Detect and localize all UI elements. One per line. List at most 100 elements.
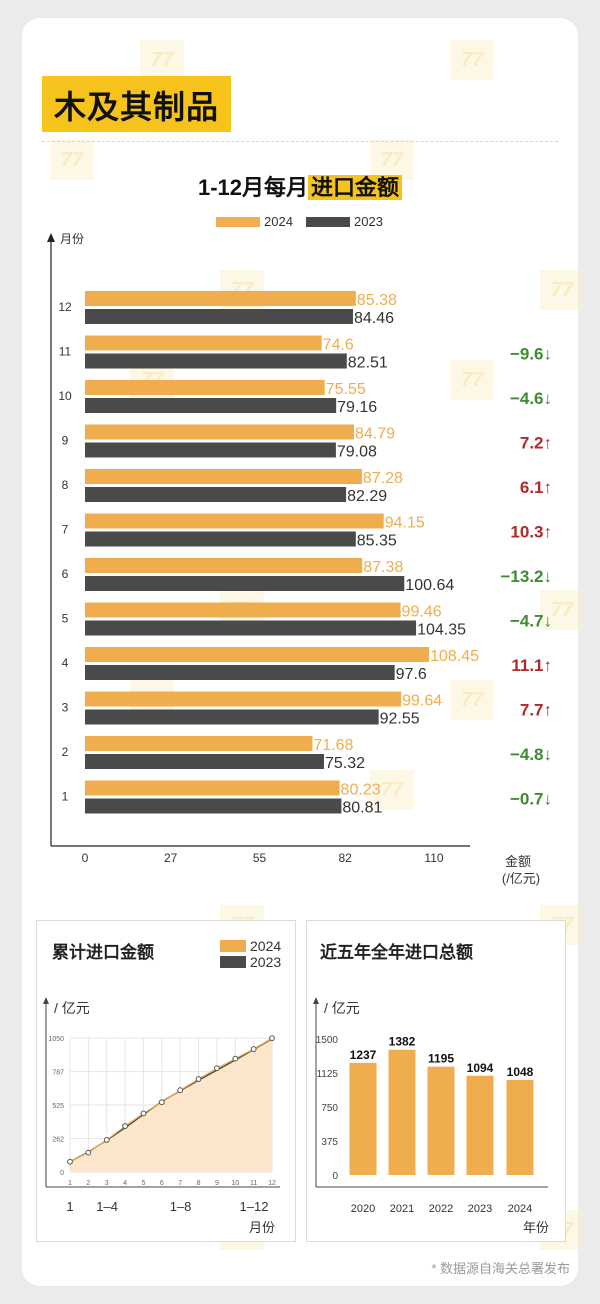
bar-value-label-2023: 92.55 [380, 711, 420, 728]
cum-point [103, 1136, 110, 1143]
bar-value-label-2024: 94.15 [385, 515, 425, 532]
cum-point [67, 1158, 73, 1165]
bar-2024 [85, 469, 362, 484]
page-title: 木及其制品 [54, 89, 220, 125]
bar-2023 [85, 353, 347, 369]
yoy-change-label: −9.6↓ [510, 345, 552, 364]
watermark-logo: 77 [140, 40, 184, 80]
x-tick-label: 0 [82, 851, 89, 865]
bar-value-label-2024: 85.38 [357, 292, 397, 309]
bar-value-label-2023: 85.35 [357, 533, 397, 550]
cum-y-tick-label: 787 [52, 1070, 64, 1077]
ann-unit: / 亿元 [324, 1000, 360, 1016]
y-tick-label: 11 [59, 345, 72, 359]
legend-label-2024: 2024 [264, 214, 293, 229]
x-tick-label: 82 [338, 851, 352, 865]
ann-bar [466, 1075, 494, 1175]
y-tick-label: 6 [62, 567, 69, 581]
bar-value-label-2024: 99.64 [402, 693, 442, 710]
bar-2023 [85, 709, 379, 725]
cum-legend-label-2024: 2024 [250, 938, 282, 954]
yoy-change-label: −13.2↓ [500, 567, 552, 586]
watermark-logo: 77 [540, 590, 584, 630]
ann-bar-value-label: 1382 [389, 1035, 416, 1049]
ann-y-tick-label: 1500 [316, 1035, 339, 1046]
main-chart-title: 1-12月每月 进口金额 [0, 170, 600, 202]
bar-2024 [85, 513, 384, 529]
main-chart-axes: 月份 金额 (/亿元) [47, 232, 540, 886]
bar-value-label-2023: 79.16 [337, 399, 377, 416]
cum-x-small-tick: 10 [231, 1180, 239, 1187]
bar-2023 [85, 442, 336, 458]
y-axis-arrow [47, 233, 55, 242]
bar-2023 [85, 487, 347, 502]
bar-value-label-2024: 74.6 [323, 337, 354, 354]
bar-2024 [85, 335, 322, 351]
watermark-logo: 77 [450, 680, 494, 720]
x-tick-label: 55 [253, 851, 267, 865]
ann-bar [506, 1079, 534, 1175]
legend-label-2023: 2023 [354, 214, 383, 229]
cum-x-small-tick: 9 [215, 1180, 219, 1187]
y-tick-label: 10 [58, 389, 72, 403]
bar-value-label-2023: 75.32 [325, 755, 365, 772]
cum-point [177, 1087, 184, 1094]
cum-legend-swatch-2023 [220, 956, 246, 968]
ann-y-tick-label: 375 [321, 1137, 338, 1148]
main-chart-title-highlight: 进口金额 [308, 175, 403, 200]
watermark-logo: 77 [370, 770, 414, 810]
bar-2023 [85, 309, 353, 324]
bar-value-label-2024: 71.68 [313, 737, 353, 754]
bar-value-label-2023: 104.35 [417, 622, 466, 639]
watermark-logo: 77 [450, 360, 494, 400]
bar-2023 [85, 665, 395, 680]
bar-2023 [85, 620, 417, 636]
ann-bar-value-label: 1195 [428, 1052, 454, 1066]
cum-point [158, 1099, 165, 1106]
cum-point [122, 1123, 128, 1129]
watermark-logo: 77 [540, 270, 584, 310]
legend-2023: 2023 [306, 214, 383, 229]
bar-value-label-2024: 87.38 [363, 559, 403, 576]
cum-unit: / 亿元 [54, 1000, 90, 1016]
ann-bar-value-label: 1094 [467, 1061, 494, 1075]
bar-2024 [85, 780, 340, 796]
yoy-change-label: −4.7↓ [510, 612, 552, 631]
cum-legend-2024: 2024 [220, 938, 281, 954]
bar-value-label-2024: 75.55 [326, 381, 366, 398]
cum-point [195, 1076, 202, 1082]
cum-x-small-tick: 11 [250, 1180, 257, 1187]
bar-2023 [85, 798, 342, 814]
x-tick-label: 110 [424, 851, 443, 865]
cum-x-big-tick: 1–4 [96, 1199, 118, 1214]
ann-x-tick-label: 2024 [508, 1203, 532, 1215]
cum-x-small-tick: 4 [123, 1180, 127, 1187]
cum-y-arrow [43, 997, 49, 1004]
ann-bar-value-label: 1237 [350, 1048, 377, 1062]
y-tick-label: 5 [62, 612, 69, 626]
cum-point [269, 1035, 275, 1042]
cum-x-small-tick: 8 [197, 1180, 201, 1187]
y-tick-label: 2 [62, 745, 69, 759]
cum-x-small-tick: 1 [68, 1180, 72, 1187]
cum-x-big-tick: 1–8 [170, 1199, 192, 1214]
bar-value-label-2024: 108.45 [430, 648, 479, 665]
y-tick-label: 3 [62, 701, 69, 715]
y-tick-label: 1 [62, 790, 69, 804]
bar-value-label-2023: 79.08 [337, 444, 377, 461]
bar-value-label-2023: 84.46 [354, 310, 394, 327]
yoy-change-label: −4.8↓ [510, 745, 552, 764]
page-title-block: 木及其制品 [42, 76, 232, 132]
y-tick-label: 12 [58, 300, 72, 314]
ann-y-tick-label: 750 [321, 1103, 338, 1114]
yoy-change-label: 11.1↑ [511, 656, 552, 675]
x-axis-label: 金额 [505, 854, 531, 869]
ann-x-label: 年份 [523, 1220, 549, 1235]
yoy-change-label: 7.7↑ [520, 701, 552, 720]
bar-2024 [85, 736, 313, 751]
cum-x-small-tick: 2 [86, 1180, 90, 1187]
bar-value-label-2024: 84.79 [355, 426, 395, 443]
legend-2024: 2024 [216, 214, 293, 229]
watermark-logo: 77 [370, 140, 414, 180]
